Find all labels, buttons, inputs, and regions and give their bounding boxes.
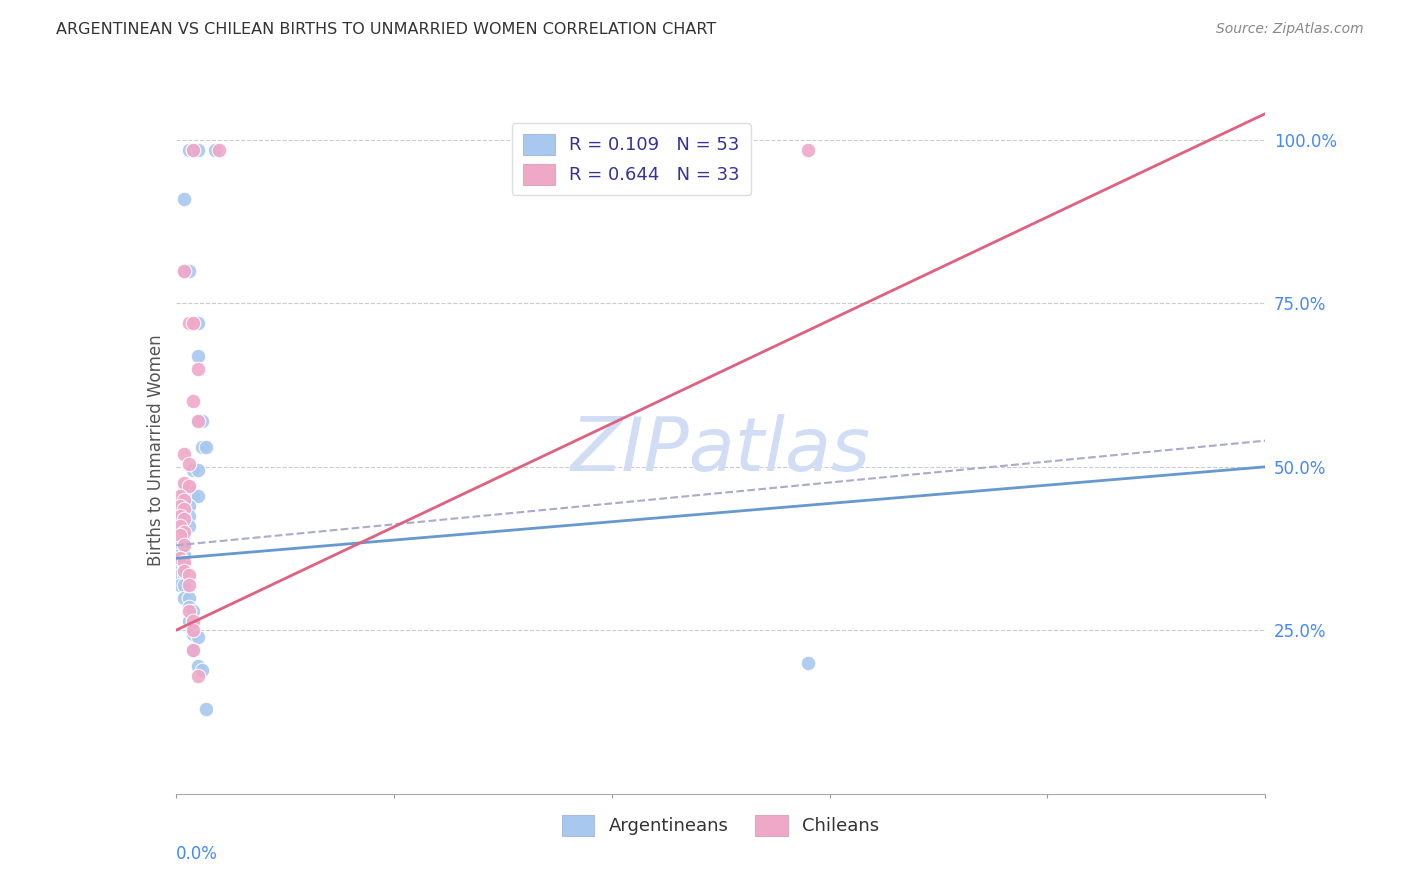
Point <box>173 591 195 605</box>
Point <box>177 604 200 618</box>
Point <box>173 483 195 497</box>
Point <box>173 502 195 516</box>
Point <box>191 414 214 428</box>
Point <box>186 630 209 644</box>
Point <box>186 659 209 673</box>
Point <box>169 567 191 582</box>
Point <box>181 604 204 618</box>
Point <box>173 548 195 562</box>
Point <box>177 591 200 605</box>
Point <box>169 499 191 513</box>
Point <box>181 616 204 631</box>
Point <box>173 263 195 277</box>
Point <box>186 414 209 428</box>
Point <box>177 567 200 582</box>
Point <box>169 577 191 591</box>
Point <box>173 263 195 277</box>
Point <box>177 483 200 497</box>
Point <box>796 656 818 670</box>
Point <box>169 558 191 572</box>
Text: 0.0%: 0.0% <box>176 846 218 863</box>
Point <box>173 565 195 579</box>
Point <box>173 508 195 523</box>
Point <box>177 577 200 591</box>
Point <box>796 143 818 157</box>
Point <box>186 463 209 477</box>
Point <box>173 518 195 533</box>
Point <box>173 538 195 552</box>
Point <box>169 551 191 566</box>
Point <box>173 192 195 206</box>
Point <box>195 440 218 454</box>
Point <box>181 143 204 157</box>
Point <box>186 414 209 428</box>
Point <box>181 643 204 657</box>
Point <box>181 463 204 477</box>
Point <box>173 476 195 491</box>
Text: ARGENTINEAN VS CHILEAN BIRTHS TO UNMARRIED WOMEN CORRELATION CHART: ARGENTINEAN VS CHILEAN BIRTHS TO UNMARRI… <box>56 22 717 37</box>
Point <box>173 528 195 542</box>
Point <box>173 499 195 513</box>
Point <box>173 555 195 569</box>
Point <box>186 316 209 330</box>
Point <box>181 624 204 638</box>
Point <box>177 263 200 277</box>
Point <box>191 440 214 454</box>
Point <box>173 512 195 526</box>
Point <box>173 577 195 591</box>
Point <box>181 614 204 628</box>
Y-axis label: Births to Unmarried Women: Births to Unmarried Women <box>146 334 165 566</box>
Point <box>181 626 204 640</box>
Point <box>195 702 218 716</box>
Point <box>169 528 191 542</box>
Text: ZIPatlas: ZIPatlas <box>571 415 870 486</box>
Point <box>169 518 191 533</box>
Point <box>186 349 209 363</box>
Point <box>177 143 200 157</box>
Point <box>186 361 209 376</box>
Legend: Argentineans, Chileans: Argentineans, Chileans <box>551 805 890 847</box>
Point <box>181 394 204 409</box>
Point <box>177 600 200 615</box>
Point <box>181 643 204 657</box>
Point <box>177 457 200 471</box>
Point <box>181 143 204 157</box>
Point <box>173 525 195 540</box>
Point <box>169 508 191 523</box>
Point <box>169 548 191 562</box>
Point <box>186 143 209 157</box>
Point <box>169 499 191 513</box>
Point <box>173 492 195 507</box>
Point <box>169 528 191 542</box>
Point <box>191 663 214 677</box>
Text: Source: ZipAtlas.com: Source: ZipAtlas.com <box>1216 22 1364 37</box>
Point <box>181 316 204 330</box>
Point <box>177 479 200 493</box>
Point <box>173 538 195 552</box>
Point <box>177 614 200 628</box>
Point <box>169 489 191 503</box>
Point <box>204 143 226 157</box>
Point <box>177 499 200 513</box>
Point <box>169 508 191 523</box>
Point <box>177 508 200 523</box>
Point <box>181 316 204 330</box>
Point <box>177 518 200 533</box>
Point <box>169 538 191 552</box>
Point <box>173 447 195 461</box>
Point <box>177 316 200 330</box>
Point <box>186 489 209 503</box>
Point <box>186 669 209 683</box>
Point <box>173 558 195 572</box>
Point <box>169 518 191 533</box>
Point <box>208 143 231 157</box>
Point <box>181 489 204 503</box>
Point <box>173 567 195 582</box>
